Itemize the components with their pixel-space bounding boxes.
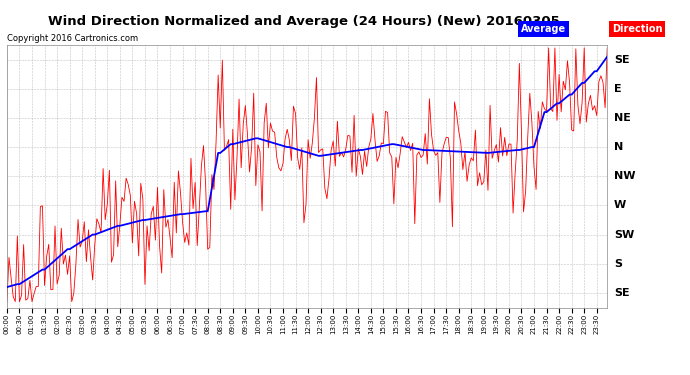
Text: SE: SE bbox=[614, 55, 630, 64]
Text: NE: NE bbox=[614, 113, 631, 123]
Text: N: N bbox=[614, 142, 623, 152]
Text: E: E bbox=[614, 84, 622, 94]
Text: Copyright 2016 Cartronics.com: Copyright 2016 Cartronics.com bbox=[7, 34, 138, 43]
Text: Average: Average bbox=[521, 24, 566, 34]
Text: W: W bbox=[614, 200, 627, 210]
Text: S: S bbox=[614, 259, 622, 269]
Text: Wind Direction Normalized and Average (24 Hours) (New) 20160305: Wind Direction Normalized and Average (2… bbox=[48, 15, 560, 28]
Text: SW: SW bbox=[614, 230, 634, 240]
Text: NW: NW bbox=[614, 171, 635, 181]
Text: SE: SE bbox=[614, 288, 630, 298]
Text: Direction: Direction bbox=[612, 24, 662, 34]
